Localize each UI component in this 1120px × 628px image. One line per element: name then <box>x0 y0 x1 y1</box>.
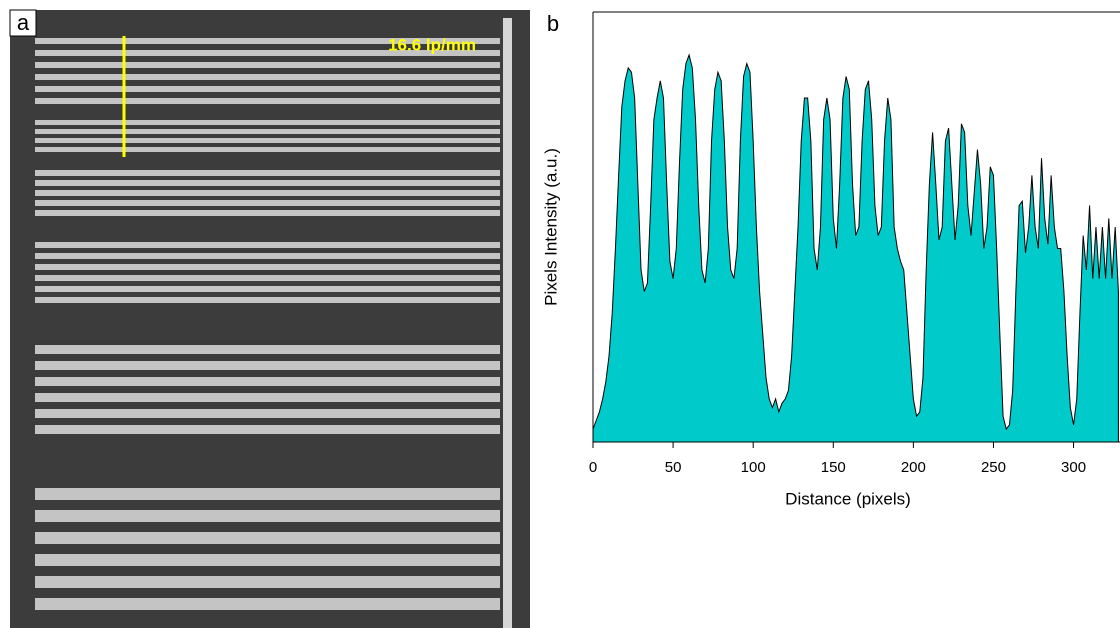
edge-bar <box>503 18 512 628</box>
stripe <box>35 345 500 354</box>
stripe <box>35 190 500 196</box>
x-tick-label: 250 <box>981 459 1006 476</box>
stripe <box>35 361 500 370</box>
stripe <box>35 297 500 303</box>
x-tick-label: 100 <box>741 459 766 476</box>
x-tick-label: 300 <box>1061 459 1086 476</box>
stripe <box>35 200 500 206</box>
stripe <box>35 129 500 134</box>
stripe <box>35 180 500 186</box>
stripe <box>35 409 500 418</box>
x-tick-label: 200 <box>901 459 926 476</box>
x-tick-label: 150 <box>821 459 846 476</box>
stripe <box>35 170 500 176</box>
y-axis-label: Pixels Intensity (a.u.) <box>541 148 560 306</box>
stripe <box>35 275 500 281</box>
stripe <box>35 532 500 544</box>
stripe <box>35 50 500 56</box>
stripe <box>35 138 500 143</box>
panel-label: b <box>547 11 559 36</box>
stripe <box>35 393 500 402</box>
annotation: 16.6 lp/mm <box>388 35 476 54</box>
stripe <box>35 147 500 152</box>
stripe <box>35 242 500 248</box>
line-pair-target <box>35 38 500 610</box>
x-axis-label: Distance (pixels) <box>785 489 911 508</box>
stripe <box>35 62 500 68</box>
panel-label-box <box>9 9 37 37</box>
stripe <box>35 38 500 44</box>
area <box>592 53 1119 443</box>
stripe <box>35 210 500 216</box>
stripe <box>35 120 500 125</box>
stripe <box>35 253 500 259</box>
stripe <box>35 554 500 566</box>
stripe <box>35 598 500 610</box>
stripe <box>35 74 500 80</box>
x-tick-label: 0 <box>589 459 597 476</box>
stripe <box>35 425 500 434</box>
x-tick-label: 50 <box>665 459 682 476</box>
stripe <box>35 488 500 500</box>
stripe <box>35 86 500 92</box>
stripe <box>35 510 500 522</box>
stripe <box>35 576 500 588</box>
stripe <box>35 264 500 270</box>
photo-background <box>10 10 530 628</box>
panel-label: a <box>17 10 30 35</box>
stripe <box>35 98 500 104</box>
stripe <box>35 377 500 386</box>
stripe <box>35 286 500 292</box>
